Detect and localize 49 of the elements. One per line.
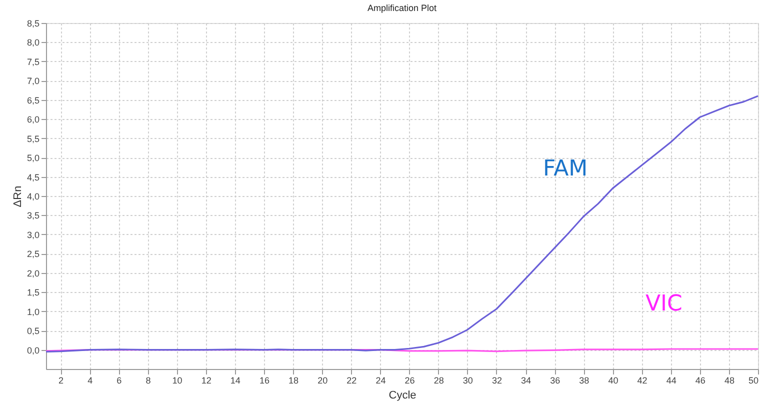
- series-label: VIC: [646, 291, 682, 316]
- y-tick-label: 4,5: [26, 172, 40, 182]
- x-tick-label: 34: [521, 376, 532, 386]
- x-tick-label: 6: [116, 376, 122, 386]
- x-tick-label: 26: [404, 376, 415, 386]
- y-tick-label: 8,5: [26, 18, 40, 28]
- x-tick-label: 24: [376, 376, 386, 386]
- x-tick-label: 10: [172, 376, 182, 386]
- x-tick-label: 14: [230, 376, 240, 386]
- x-tick-label: 8: [146, 376, 151, 386]
- x-tick-label: 40: [608, 376, 618, 386]
- x-tick-label: 50: [748, 376, 758, 386]
- y-tick-label: 8,0: [26, 38, 40, 48]
- y-tick-label: 4,0: [26, 192, 40, 202]
- x-tick-label: 18: [288, 376, 299, 386]
- y-tick-label: 2,0: [26, 268, 40, 278]
- x-tick-label: 20: [318, 376, 328, 386]
- x-tick-label: 2: [58, 376, 64, 386]
- x-tick-label: 16: [259, 376, 270, 386]
- y-tick-label: 6,0: [26, 114, 40, 125]
- y-tick-label: 1,0: [26, 306, 40, 317]
- x-tick-label: 30: [462, 376, 473, 386]
- y-axis-title: ΔRn: [12, 186, 24, 208]
- x-tick-label: 46: [695, 376, 706, 386]
- y-tick-label: 0,0: [26, 345, 40, 356]
- series-label: FAM: [542, 156, 588, 182]
- y-tick-label: 0,5: [26, 326, 40, 336]
- y-tick-label: 2,5: [26, 249, 40, 260]
- y-tick-label: 6,5: [26, 95, 40, 106]
- y-tick-label: 3,0: [26, 230, 40, 240]
- x-tick-label: 32: [492, 376, 502, 386]
- x-tick-label: 38: [579, 376, 590, 386]
- y-tick-label: 7,5: [26, 56, 40, 67]
- x-tick-label: 48: [724, 376, 734, 386]
- y-tick-label: 7,0: [26, 76, 40, 86]
- x-tick-label: 36: [550, 376, 560, 386]
- x-tick-label: 4: [88, 376, 93, 386]
- x-tick-label: 42: [637, 376, 648, 386]
- y-tick-label: 1,5: [26, 288, 40, 298]
- y-tick-label: 3,5: [26, 210, 40, 221]
- x-tick-label: 44: [666, 376, 676, 386]
- chart-title: Amplification Plot: [367, 3, 438, 13]
- y-tick-label: 5,5: [26, 134, 40, 144]
- line-series: [46, 95, 758, 352]
- y-tick-label: 5,0: [26, 153, 40, 164]
- x-axis-title: Cycle: [388, 390, 416, 402]
- x-tick-label: 22: [346, 376, 357, 386]
- x-tick-label: 12: [201, 376, 212, 386]
- x-tick-label: 28: [434, 376, 444, 386]
